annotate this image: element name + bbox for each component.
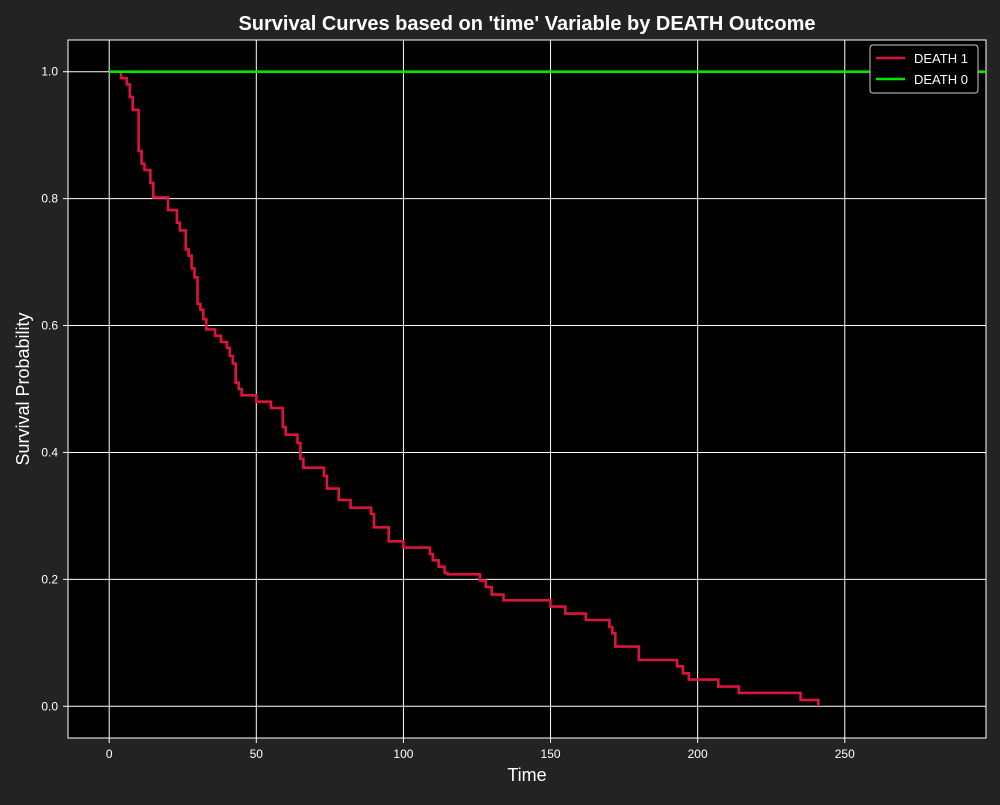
x-axis-label: Time xyxy=(507,765,546,785)
legend: DEATH 1 DEATH 0 xyxy=(869,44,979,94)
axis-ticks: 0 50 100 150 200 250 0.0 0.2 0.4 0.6 0.8 1.0 xyxy=(41,65,855,761)
legend-label: DEATH 1 xyxy=(914,51,968,66)
y-tick-label: 1.0 xyxy=(41,65,58,79)
grid-lines xyxy=(68,40,986,738)
y-tick-label: 0.8 xyxy=(41,192,58,206)
x-tick-label: 100 xyxy=(393,747,413,761)
y-tick-label: 0.6 xyxy=(41,319,58,333)
x-tick-label: 50 xyxy=(250,747,264,761)
y-axis-label: Survival Probability xyxy=(13,312,33,465)
chart-title: Survival Curves based on 'time' Variable… xyxy=(238,13,815,35)
y-tick-label: 0.4 xyxy=(41,445,58,459)
x-tick-label: 0 xyxy=(106,747,113,761)
x-tick-label: 200 xyxy=(688,747,708,761)
y-tick-label: 0.0 xyxy=(41,699,58,713)
series-lines xyxy=(109,70,986,707)
legend-label: DEATH 0 xyxy=(914,72,968,87)
x-tick-label: 250 xyxy=(835,747,855,761)
series-line-1 xyxy=(109,70,820,707)
y-tick-label: 0.2 xyxy=(41,572,58,586)
plot-area xyxy=(67,39,987,739)
x-tick-label: 150 xyxy=(541,747,561,761)
